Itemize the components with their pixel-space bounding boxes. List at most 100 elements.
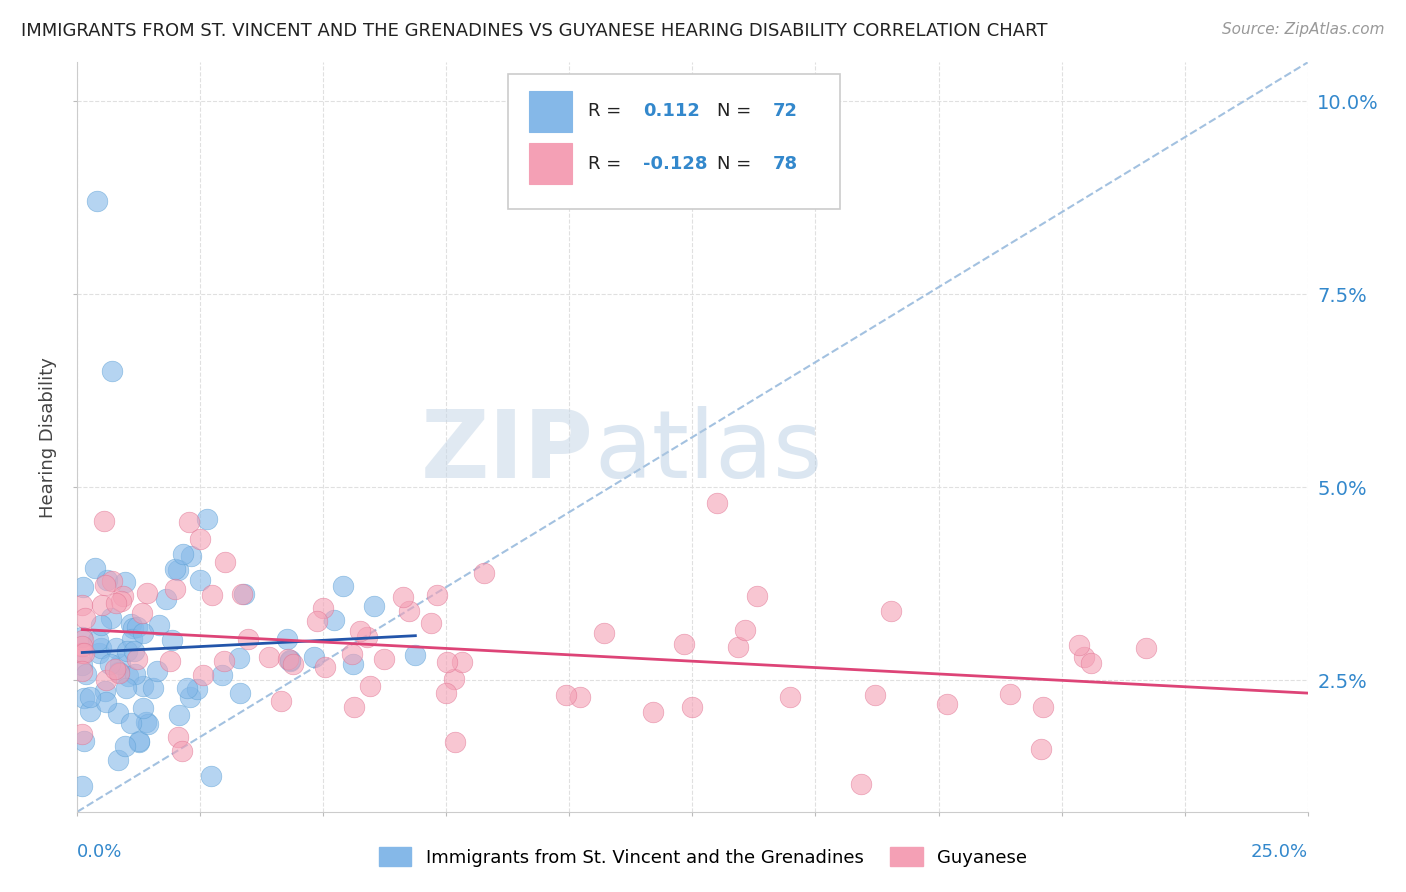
Point: [278, 653, 301, 667]
Point: [936, 697, 959, 711]
Point: [79, 690, 101, 705]
Point: [132, 625, 155, 640]
Point: [107, 665, 129, 679]
Point: [124, 666, 146, 681]
Point: [128, 734, 150, 748]
Text: N =: N =: [717, 154, 756, 172]
Text: Source: ZipAtlas.com: Source: ZipAtlas.com: [1222, 22, 1385, 37]
Point: [104, 641, 127, 656]
Point: [276, 632, 298, 646]
Point: [135, 715, 157, 730]
Point: [1080, 657, 1102, 671]
Point: [72, 580, 94, 594]
Point: [214, 555, 236, 569]
Point: [779, 690, 801, 704]
Point: [104, 663, 127, 677]
Point: [125, 652, 148, 666]
Point: [1032, 700, 1054, 714]
Point: [314, 660, 336, 674]
Point: [115, 681, 138, 695]
Point: [75, 611, 97, 625]
Point: [229, 686, 252, 700]
Point: [104, 596, 127, 610]
Point: [188, 573, 211, 587]
Point: [172, 744, 194, 758]
Point: [136, 585, 159, 599]
Text: N =: N =: [717, 103, 756, 120]
Point: [426, 587, 449, 601]
Point: [110, 594, 132, 608]
Point: [167, 730, 190, 744]
Point: [70, 646, 93, 660]
Point: [73, 733, 96, 747]
Point: [342, 657, 364, 671]
Point: [101, 574, 124, 588]
Text: R =: R =: [588, 103, 627, 120]
Point: [568, 690, 591, 705]
Point: [122, 644, 145, 658]
Point: [593, 626, 616, 640]
Point: [188, 532, 211, 546]
Point: [277, 652, 299, 666]
Point: [167, 564, 190, 578]
Point: [734, 623, 756, 637]
Point: [72, 633, 94, 648]
Point: [356, 630, 378, 644]
Point: [472, 566, 495, 580]
Point: [179, 690, 201, 704]
Point: [101, 364, 124, 378]
Point: [70, 640, 93, 654]
Point: [436, 655, 458, 669]
Point: [342, 647, 364, 661]
Point: [146, 664, 169, 678]
Point: [373, 652, 395, 666]
Point: [96, 573, 118, 587]
Point: [132, 679, 155, 693]
Point: [89, 640, 111, 655]
Point: [193, 668, 215, 682]
Text: 25.0%: 25.0%: [1250, 843, 1308, 861]
Point: [121, 632, 143, 647]
Point: [312, 601, 335, 615]
Point: [114, 575, 136, 590]
Text: -0.128: -0.128: [644, 154, 707, 172]
Point: [142, 681, 165, 695]
Point: [176, 681, 198, 696]
Point: [443, 672, 465, 686]
Point: [1073, 650, 1095, 665]
Point: [1029, 742, 1052, 756]
Point: [443, 735, 465, 749]
Point: [112, 589, 135, 603]
Point: [745, 589, 768, 603]
Bar: [529, 90, 572, 132]
Point: [131, 606, 153, 620]
Point: [879, 604, 901, 618]
Point: [108, 665, 131, 680]
Point: [100, 611, 122, 625]
Text: ZIP: ZIP: [422, 406, 595, 498]
Point: [359, 679, 381, 693]
Point: [70, 630, 93, 644]
Point: [93, 514, 115, 528]
Point: [136, 717, 159, 731]
Point: [398, 604, 420, 618]
Point: [117, 669, 139, 683]
Point: [555, 688, 578, 702]
Point: [120, 617, 142, 632]
Text: IMMIGRANTS FROM ST. VINCENT AND THE GRENADINES VS GUYANESE HEARING DISABILITY CO: IMMIGRANTS FROM ST. VINCENT AND THE GREN…: [21, 22, 1047, 40]
Text: atlas: atlas: [595, 406, 823, 498]
Point: [107, 753, 129, 767]
Point: [98, 657, 121, 672]
Point: [231, 587, 253, 601]
Point: [195, 512, 218, 526]
Point: [186, 681, 208, 696]
Point: [128, 735, 150, 749]
Point: [114, 739, 136, 754]
Point: [1135, 640, 1157, 655]
FancyBboxPatch shape: [508, 74, 841, 209]
Point: [998, 687, 1021, 701]
Point: [363, 599, 385, 614]
Point: [86, 194, 108, 209]
Point: [214, 654, 236, 668]
Point: [420, 616, 443, 631]
